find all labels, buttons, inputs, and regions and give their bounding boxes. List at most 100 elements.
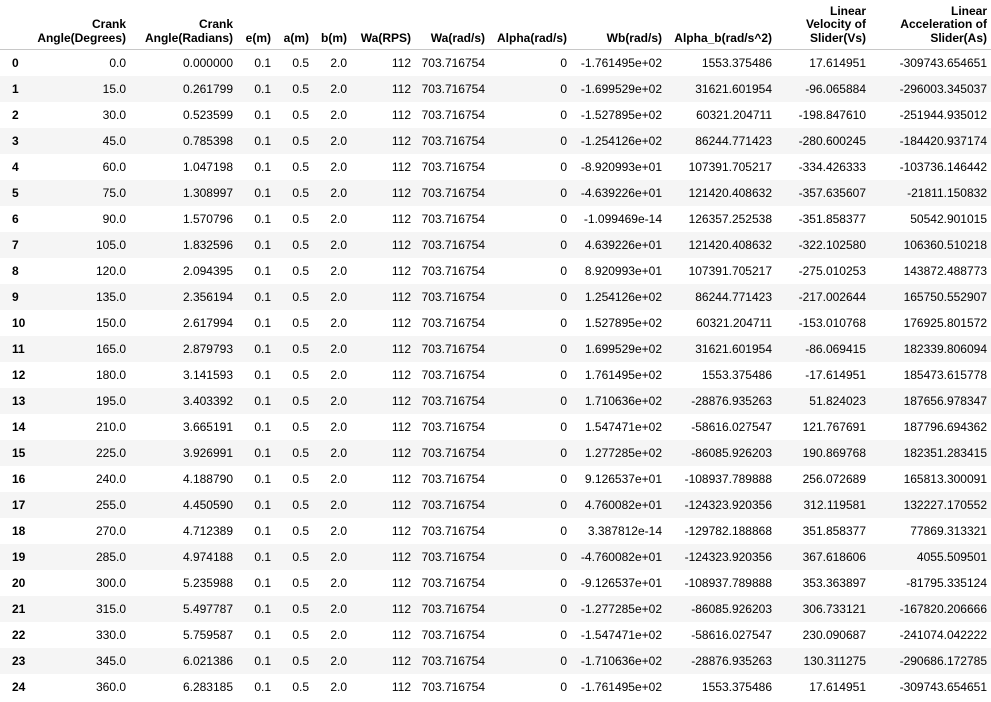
table-cell: 0.5 — [292, 133, 309, 148]
column-header: Linear Acceleration of Slider(As) — [870, 0, 991, 50]
table-cell: 2.0 — [330, 55, 347, 70]
table-cell: 2.0 — [330, 471, 347, 486]
table-cell: 3.403392 — [182, 393, 233, 408]
row-index: 14 — [12, 419, 26, 434]
column-header-line: Slider(As) — [930, 30, 987, 45]
table-cell: 126357.252538 — [688, 211, 772, 226]
table-cell: 0.5 — [292, 653, 309, 668]
table-cell: 0 — [560, 679, 567, 694]
column-header-line: Angle(Degrees) — [37, 30, 126, 45]
table-cell: 0.5 — [292, 523, 309, 538]
table-cell: -1.527895e+02 — [580, 107, 662, 122]
table-cell: 225.0 — [95, 445, 126, 460]
table-cell: 112 — [391, 237, 411, 252]
table-cell: 60.0 — [102, 159, 126, 174]
table-cell: -296003.345037 — [899, 81, 987, 96]
table-row: 0 0.0 0.000000 0.1 0.5 2.0 112 703.716754 0 -1.76… — [0, 50, 991, 76]
table-cell: 0.1 — [254, 549, 271, 564]
table-cell: 165813.300091 — [903, 471, 987, 486]
row-index: 3 — [12, 133, 19, 148]
column-header: e(m) — [237, 0, 275, 50]
table-cell: 0.5 — [292, 471, 309, 486]
table-row: 7 105.0 1.832596 0.1 0.5 2.0 112 703.716754 0 4.6… — [0, 231, 991, 258]
header-row: Crank Angle(Degrees) Crank Angle(Radians) e(… — [0, 0, 991, 50]
table-cell: 106360.510218 — [903, 237, 987, 252]
table-cell: -86.069415 — [805, 341, 866, 356]
column-header: b(m) — [313, 0, 351, 50]
table-cell: 0.5 — [292, 679, 309, 694]
table-row: 12 180.0 3.141593 0.1 0.5 2.0 112 703.716754 0 1.… — [0, 362, 991, 388]
table-cell: -81795.335124 — [906, 575, 987, 590]
table-cell: 703.716754 — [421, 341, 485, 356]
table-cell: 190.869768 — [802, 445, 866, 460]
table-cell: 0.1 — [254, 471, 271, 486]
row-index: 10 — [12, 315, 26, 330]
table-header: Crank Angle(Degrees) Crank Angle(Radians) e(… — [0, 0, 991, 50]
table-cell: 0.5 — [292, 81, 309, 96]
table-cell: 30.0 — [102, 107, 126, 122]
table-cell: 51.824023 — [809, 393, 866, 408]
table-cell: 2.0 — [330, 185, 347, 200]
table-row: 14 210.0 3.665191 0.1 0.5 2.0 112 703.716754 0 1.… — [0, 414, 991, 440]
table-cell: 0 — [560, 185, 567, 200]
table-cell: 112 — [391, 393, 411, 408]
table-cell: 176925.801572 — [903, 315, 987, 330]
table-cell: -28876.935263 — [691, 393, 772, 408]
table-cell: 703.716754 — [421, 549, 485, 564]
column-header-line: Crank — [91, 17, 126, 31]
table-cell: 0 — [560, 367, 567, 382]
column-header-line: b(m) — [321, 30, 347, 45]
table-cell: 1.047198 — [182, 159, 233, 174]
table-cell: 360.0 — [95, 679, 126, 694]
table-cell: 165750.552907 — [903, 289, 987, 304]
table-cell: -280.600245 — [798, 133, 866, 148]
table-cell: 0 — [560, 445, 567, 460]
table-cell: 105.0 — [95, 237, 126, 252]
table-cell: 86244.771423 — [695, 289, 772, 304]
table-cell: 0 — [560, 107, 567, 122]
table-cell: 353.363897 — [802, 575, 866, 590]
table-cell: -108937.789888 — [684, 575, 772, 590]
table-cell: 2.0 — [330, 549, 347, 564]
table-cell: 0 — [560, 523, 567, 538]
table-cell: 703.716754 — [421, 419, 485, 434]
table-cell: 703.716754 — [421, 133, 485, 148]
column-header-line: Wb(rad/s) — [606, 30, 662, 45]
table-cell: 0.1 — [254, 159, 271, 174]
column-header-line: Linear — [829, 3, 866, 18]
table-cell: 150.0 — [95, 315, 126, 330]
table-cell: -129782.188868 — [684, 523, 772, 538]
table-cell: 0 — [560, 289, 567, 304]
table-cell: 1.308997 — [182, 185, 233, 200]
table-cell: 77869.313321 — [910, 523, 987, 538]
table-cell: 703.716754 — [421, 627, 485, 642]
table-cell: -309743.654651 — [899, 679, 987, 694]
table-cell: 6.021386 — [182, 653, 233, 668]
table-cell: -334.426333 — [798, 159, 866, 174]
table-cell: 0.5 — [292, 55, 309, 70]
column-header-line: Velocity of — [805, 17, 866, 31]
table-cell: 703.716754 — [421, 185, 485, 200]
table-cell: 0.5 — [292, 445, 309, 460]
table-cell: 4.760082e+01 — [584, 497, 662, 512]
table-cell: 703.716754 — [421, 471, 485, 486]
table-row: 13 195.0 3.403392 0.1 0.5 2.0 112 703.716754 0 1.… — [0, 387, 991, 414]
column-header-line: Wa(RPS) — [360, 30, 411, 45]
table-cell: 0.523599 — [182, 107, 233, 122]
table-cell: 0.1 — [254, 263, 271, 278]
table-cell: -4.760082e+01 — [580, 549, 662, 564]
column-header: Alpha(rad/s) — [489, 0, 571, 50]
table-cell: 112 — [391, 211, 411, 226]
table-cell: -8.920993e+01 — [580, 159, 662, 174]
table-cell: 0.5 — [292, 315, 309, 330]
table-cell: 703.716754 — [421, 55, 485, 70]
table-cell: 0.5 — [292, 159, 309, 174]
table-cell: 0.1 — [254, 575, 271, 590]
table-cell: 1.710636e+02 — [584, 393, 662, 408]
table-cell: 0.1 — [254, 315, 271, 330]
table-cell: -21811.150832 — [907, 185, 987, 200]
table-cell: 703.716754 — [421, 653, 485, 668]
table-cell: 112 — [391, 445, 411, 460]
